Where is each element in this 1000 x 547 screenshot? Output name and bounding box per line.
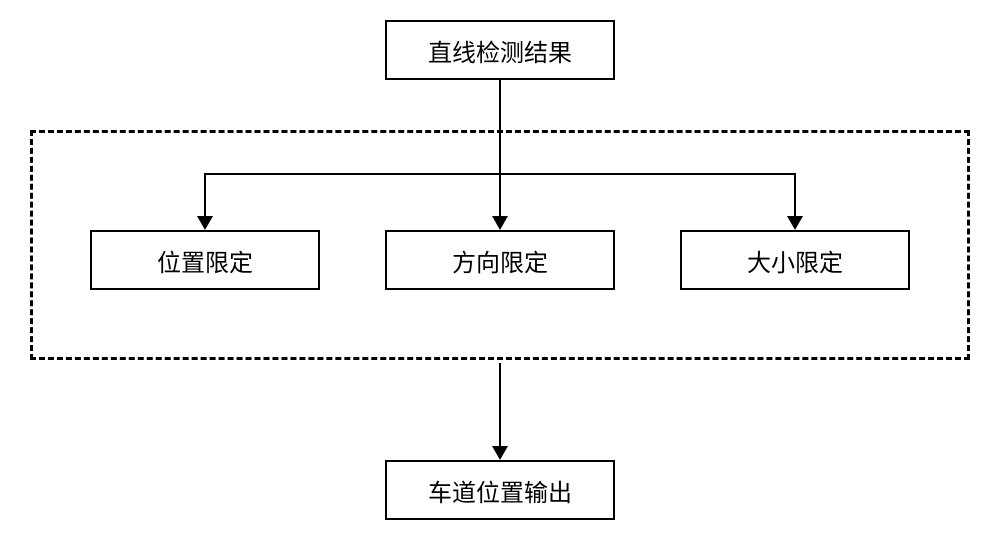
middle-label: 方向限定	[452, 243, 548, 278]
arrow-right	[787, 216, 803, 230]
left-label: 位置限定	[157, 243, 253, 278]
connector-to-left	[204, 173, 206, 217]
arrow-bottom	[492, 446, 508, 460]
arrow-left	[197, 216, 213, 230]
left-box: 位置限定	[90, 230, 320, 290]
connector-to-middle	[499, 173, 501, 217]
connector-inside-vertical-top	[499, 133, 501, 173]
bottom-label: 车道位置输出	[428, 473, 572, 508]
top-label: 直线检测结果	[428, 33, 572, 68]
middle-box: 方向限定	[385, 230, 615, 290]
right-box: 大小限定	[680, 230, 910, 290]
right-label: 大小限定	[747, 243, 843, 278]
arrow-middle	[492, 216, 508, 230]
connector-top-to-dashed	[499, 80, 501, 130]
top-box: 直线检测结果	[385, 20, 615, 80]
bottom-box: 车道位置输出	[385, 460, 615, 520]
connector-dashed-to-bottom	[499, 363, 501, 447]
connector-to-right	[794, 173, 796, 217]
